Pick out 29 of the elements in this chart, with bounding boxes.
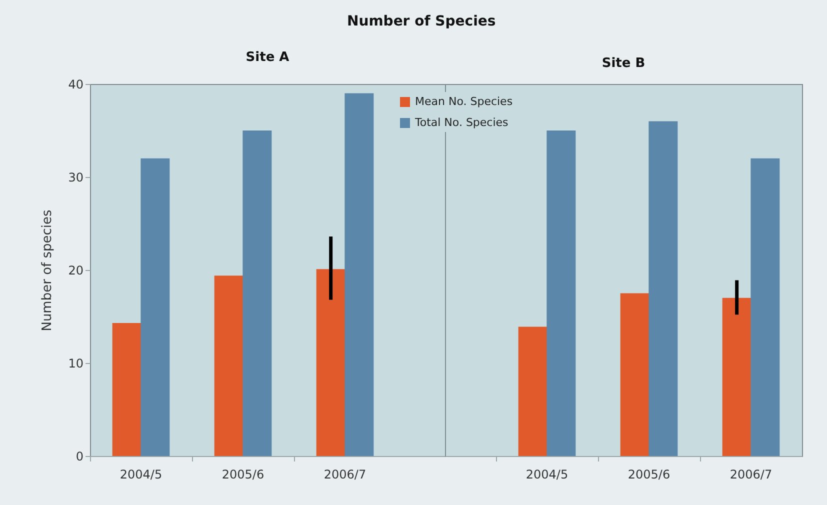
bar — [242, 130, 272, 456]
x-tick-label: 2005/6 — [222, 468, 264, 482]
bar — [344, 93, 374, 456]
bar — [214, 276, 244, 456]
chart-title: Site B — [602, 56, 646, 71]
bar — [112, 323, 142, 456]
x-tick-label: 2006/7 — [730, 468, 772, 482]
y-axis-title: Number of species — [40, 209, 56, 332]
bar — [546, 130, 576, 456]
bar — [316, 269, 346, 456]
y-tick-label: 0 — [76, 450, 84, 464]
bar — [722, 298, 752, 456]
x-tick-label: 2006/7 — [324, 468, 366, 482]
x-tick-label: 2005/6 — [628, 468, 670, 482]
bar — [750, 158, 780, 456]
bar — [648, 121, 678, 456]
bar — [140, 158, 170, 456]
bar — [518, 326, 548, 456]
y-tick-label: 20 — [68, 264, 84, 278]
legend-label: Mean No. Species — [415, 95, 513, 108]
y-tick-label: 10 — [68, 356, 84, 370]
legend-label: Total No. Species — [414, 116, 509, 129]
bar — [620, 293, 650, 456]
y-tick-label: 30 — [68, 170, 84, 184]
text: Number of Species — [347, 14, 496, 30]
y-tick-label: 40 — [68, 78, 84, 92]
chart-title: Site A — [246, 50, 290, 65]
x-tick-label: 2004/5 — [120, 468, 162, 482]
x-tick-label: 2004/5 — [526, 468, 568, 482]
